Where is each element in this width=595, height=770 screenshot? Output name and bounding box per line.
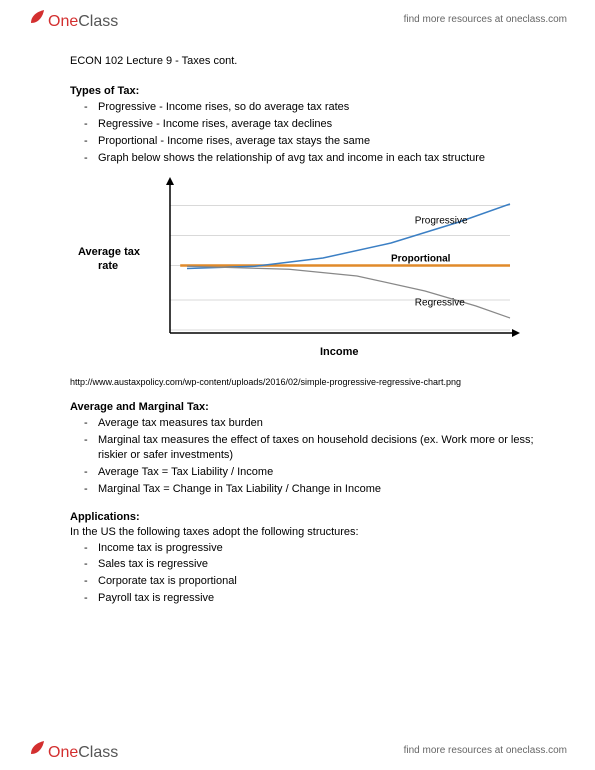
brand-text-one: One <box>48 13 78 31</box>
list-item: Average tax measures tax burden <box>98 416 535 431</box>
list-item: Marginal tax measures the effect of taxe… <box>98 433 535 463</box>
list-item: Regressive - Income rises, average tax d… <box>98 117 535 132</box>
lecture-title: ECON 102 Lecture 9 - Taxes cont. <box>70 55 535 67</box>
document-body: ECON 102 Lecture 9 - Taxes cont. Types o… <box>70 55 535 608</box>
list-item: Sales tax is regressive <box>98 557 535 572</box>
section-heading-applications: Applications: <box>70 511 535 523</box>
footer-resources-link[interactable]: find more resources at oneclass.com <box>404 745 567 756</box>
brand-logo-footer: OneClass <box>28 739 118 762</box>
list-item: Proportional - Income rises, average tax… <box>98 134 535 149</box>
chart-source-url: http://www.austaxpolicy.com/wp-content/u… <box>70 377 535 387</box>
list-item: Graph below shows the relationship of av… <box>98 151 535 166</box>
list-item: Corporate tax is proportional <box>98 574 535 589</box>
brand-logo: OneClass <box>28 8 118 31</box>
brand-text-class: Class <box>78 744 118 762</box>
list-item: Payroll tax is regressive <box>98 591 535 606</box>
brand-leaf-icon <box>28 739 46 757</box>
svg-text:rate: rate <box>98 260 118 272</box>
header-resources-link[interactable]: find more resources at oneclass.com <box>404 14 567 25</box>
brand-leaf-icon <box>28 8 46 26</box>
section-heading-types: Types of Tax: <box>70 85 535 97</box>
list-item: Marginal Tax = Change in Tax Liability /… <box>98 482 535 497</box>
svg-text:Progressive: Progressive <box>415 216 468 227</box>
svg-text:Proportional: Proportional <box>391 254 451 265</box>
applications-intro: In the US the following taxes adopt the … <box>70 526 535 538</box>
tax-chart: Average tax rate Income Progressive Proporti… <box>70 173 535 371</box>
applications-list: Income tax is progressive Sales tax is r… <box>70 541 535 606</box>
avg-marginal-list: Average tax measures tax burden Marginal… <box>70 416 535 496</box>
svg-text:Average tax: Average tax <box>78 246 141 258</box>
list-item: Average Tax = Tax Liability / Income <box>98 465 535 480</box>
section-heading-avg-marginal: Average and Marginal Tax: <box>70 401 535 413</box>
brand-text-one: One <box>48 744 78 762</box>
svg-text:Regressive: Regressive <box>415 298 465 309</box>
types-list: Progressive - Income rises, so do averag… <box>70 100 535 165</box>
svg-text:Income: Income <box>320 346 359 358</box>
brand-text-class: Class <box>78 13 118 31</box>
page-header: OneClass find more resources at oneclass… <box>0 0 595 39</box>
list-item: Income tax is progressive <box>98 541 535 556</box>
page-footer: OneClass find more resources at oneclass… <box>0 731 595 770</box>
list-item: Progressive - Income rises, so do averag… <box>98 100 535 115</box>
